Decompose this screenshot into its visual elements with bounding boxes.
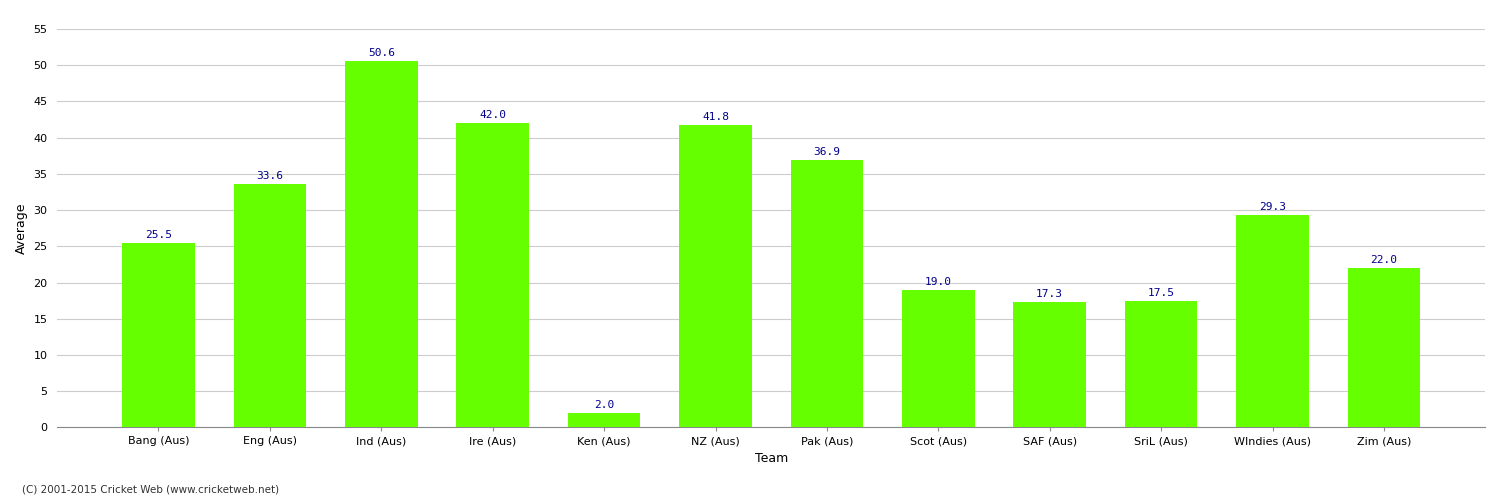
Bar bbox=[1236, 215, 1308, 428]
Text: 50.6: 50.6 bbox=[368, 48, 394, 58]
Text: 19.0: 19.0 bbox=[926, 277, 952, 287]
Text: 42.0: 42.0 bbox=[478, 110, 506, 120]
Bar bbox=[790, 160, 862, 427]
Text: 41.8: 41.8 bbox=[702, 112, 729, 122]
Text: 17.3: 17.3 bbox=[1036, 289, 1064, 299]
Text: (C) 2001-2015 Cricket Web (www.cricketweb.net): (C) 2001-2015 Cricket Web (www.cricketwe… bbox=[22, 485, 279, 495]
Bar bbox=[234, 184, 306, 428]
Bar bbox=[345, 61, 417, 428]
Text: 17.5: 17.5 bbox=[1148, 288, 1174, 298]
Text: 36.9: 36.9 bbox=[813, 147, 840, 157]
Bar bbox=[1125, 300, 1197, 428]
Bar bbox=[680, 124, 752, 428]
Text: 2.0: 2.0 bbox=[594, 400, 613, 410]
Text: 29.3: 29.3 bbox=[1258, 202, 1286, 212]
Y-axis label: Average: Average bbox=[15, 202, 28, 254]
Bar bbox=[902, 290, 975, 428]
Bar bbox=[1347, 268, 1420, 428]
Bar bbox=[123, 242, 195, 428]
Bar bbox=[568, 413, 640, 428]
Bar bbox=[1014, 302, 1086, 428]
Text: 25.5: 25.5 bbox=[146, 230, 172, 240]
Bar bbox=[456, 123, 530, 428]
Text: 33.6: 33.6 bbox=[256, 171, 284, 181]
Text: 22.0: 22.0 bbox=[1371, 255, 1398, 265]
X-axis label: Team: Team bbox=[754, 452, 788, 465]
